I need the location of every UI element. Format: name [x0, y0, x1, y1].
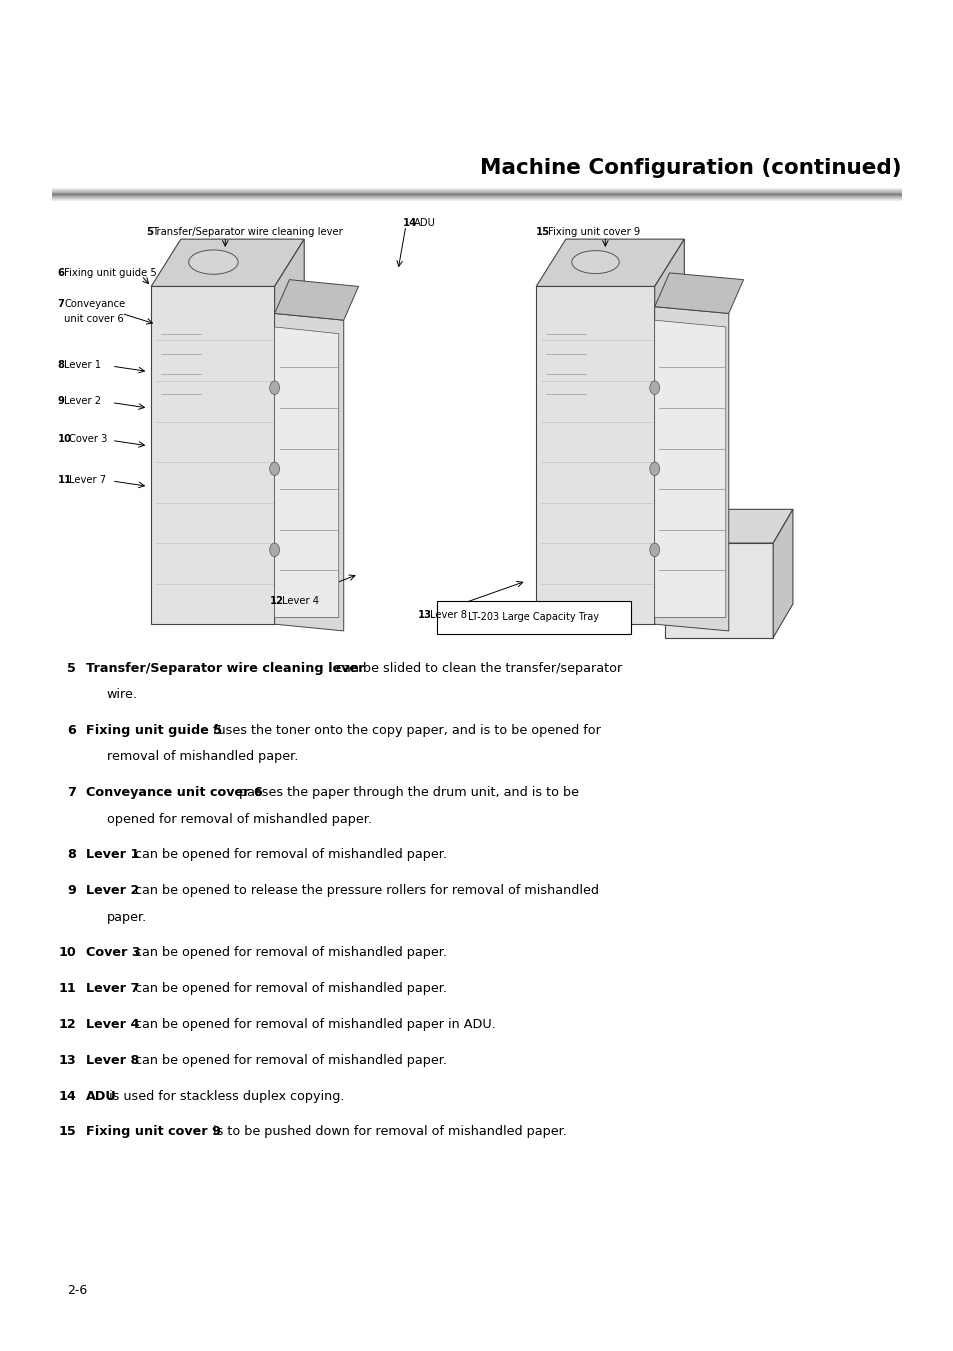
Text: Lever 2: Lever 2 [64, 396, 101, 407]
Text: passes the paper through the drum unit, and is to be: passes the paper through the drum unit, … [234, 786, 578, 800]
Circle shape [270, 381, 279, 394]
Text: can be slided to clean the transfer/separator: can be slided to clean the transfer/sepa… [332, 662, 621, 676]
Polygon shape [151, 286, 274, 624]
Text: 13: 13 [417, 609, 432, 620]
Text: Lever 7: Lever 7 [70, 474, 107, 485]
Circle shape [270, 462, 279, 476]
Polygon shape [654, 307, 728, 631]
Text: paper.: paper. [107, 911, 147, 924]
Text: Lever 8: Lever 8 [86, 1054, 139, 1067]
Polygon shape [274, 313, 343, 631]
Text: 2-6: 2-6 [67, 1283, 87, 1297]
Text: Fixing unit cover 9: Fixing unit cover 9 [548, 227, 639, 238]
Text: wire.: wire. [107, 689, 137, 701]
Polygon shape [664, 543, 772, 638]
Text: unit cover 6: unit cover 6 [64, 313, 124, 324]
Text: Transfer/Separator wire cleaning lever: Transfer/Separator wire cleaning lever [86, 662, 364, 676]
FancyBboxPatch shape [436, 601, 630, 634]
Text: Lever 4: Lever 4 [86, 1019, 139, 1031]
Text: opened for removal of mishandled paper.: opened for removal of mishandled paper. [107, 813, 372, 825]
Text: 9: 9 [68, 885, 76, 897]
Polygon shape [274, 280, 358, 320]
Ellipse shape [571, 251, 618, 274]
Text: can be opened to release the pressure rollers for removal of mishandled: can be opened to release the pressure ro… [131, 885, 598, 897]
Text: is used for stackless duplex copying.: is used for stackless duplex copying. [105, 1090, 344, 1102]
Text: 15: 15 [536, 227, 550, 238]
Text: Cover 3: Cover 3 [86, 947, 140, 959]
Text: 5: 5 [68, 662, 76, 676]
Circle shape [270, 543, 279, 557]
Text: fuses the toner onto the copy paper, and is to be opened for: fuses the toner onto the copy paper, and… [209, 724, 600, 738]
Text: 13: 13 [58, 1054, 76, 1067]
Polygon shape [654, 273, 742, 313]
Text: removal of mishandled paper.: removal of mishandled paper. [107, 751, 298, 763]
Text: ADU: ADU [414, 218, 436, 228]
Polygon shape [274, 239, 304, 624]
Text: 6: 6 [57, 267, 65, 278]
Text: Machine Configuration (continued): Machine Configuration (continued) [479, 158, 901, 178]
Text: is to be pushed down for removal of mishandled paper.: is to be pushed down for removal of mish… [209, 1125, 566, 1139]
Text: 7: 7 [57, 299, 64, 309]
Polygon shape [654, 320, 725, 617]
Polygon shape [536, 286, 654, 624]
Text: 14: 14 [58, 1090, 76, 1102]
Text: 9: 9 [57, 396, 64, 407]
Text: Fixing unit cover 9: Fixing unit cover 9 [86, 1125, 221, 1139]
Text: Lever 1: Lever 1 [64, 359, 101, 370]
Text: 6: 6 [68, 724, 76, 738]
Text: can be opened for removal of mishandled paper in ADU.: can be opened for removal of mishandled … [131, 1019, 496, 1031]
Text: 5: 5 [146, 227, 153, 238]
Text: 10: 10 [57, 434, 71, 444]
Polygon shape [274, 327, 338, 617]
Text: Conveyance: Conveyance [64, 299, 126, 309]
Text: Lever 2: Lever 2 [86, 885, 139, 897]
Text: Lever 7: Lever 7 [86, 982, 139, 996]
Text: 8: 8 [68, 848, 76, 862]
Text: 14: 14 [402, 218, 416, 228]
Text: ADU: ADU [86, 1090, 116, 1102]
Text: 12: 12 [58, 1019, 76, 1031]
Text: 8: 8 [57, 359, 65, 370]
Text: 7: 7 [68, 786, 76, 800]
Text: Fixing unit guide 5: Fixing unit guide 5 [64, 267, 157, 278]
Text: can be opened for removal of mishandled paper.: can be opened for removal of mishandled … [131, 848, 447, 862]
Ellipse shape [189, 250, 238, 274]
Circle shape [649, 462, 659, 476]
Text: 12: 12 [270, 596, 283, 607]
Polygon shape [772, 509, 792, 638]
Text: 11: 11 [58, 982, 76, 996]
Text: LT-203 Large Capacity Tray: LT-203 Large Capacity Tray [467, 612, 598, 623]
Polygon shape [536, 239, 683, 286]
Text: can be opened for removal of mishandled paper.: can be opened for removal of mishandled … [131, 947, 447, 959]
Circle shape [649, 381, 659, 394]
Text: 11: 11 [57, 474, 71, 485]
Text: Conveyance unit cover 6: Conveyance unit cover 6 [86, 786, 262, 800]
Text: Lever 8: Lever 8 [429, 609, 466, 620]
Circle shape [649, 543, 659, 557]
Text: 15: 15 [58, 1125, 76, 1139]
Text: can be opened for removal of mishandled paper.: can be opened for removal of mishandled … [131, 982, 447, 996]
Text: Lever 4: Lever 4 [281, 596, 318, 607]
Text: Fixing unit guide 5: Fixing unit guide 5 [86, 724, 222, 738]
Text: can be opened for removal of mishandled paper.: can be opened for removal of mishandled … [131, 1054, 447, 1067]
Text: Lever 1: Lever 1 [86, 848, 139, 862]
Polygon shape [654, 239, 683, 624]
Polygon shape [151, 239, 304, 286]
Text: Transfer/Separator wire cleaning lever: Transfer/Separator wire cleaning lever [152, 227, 342, 238]
Polygon shape [664, 509, 792, 543]
Text: Cover 3: Cover 3 [70, 434, 108, 444]
Text: 10: 10 [58, 947, 76, 959]
